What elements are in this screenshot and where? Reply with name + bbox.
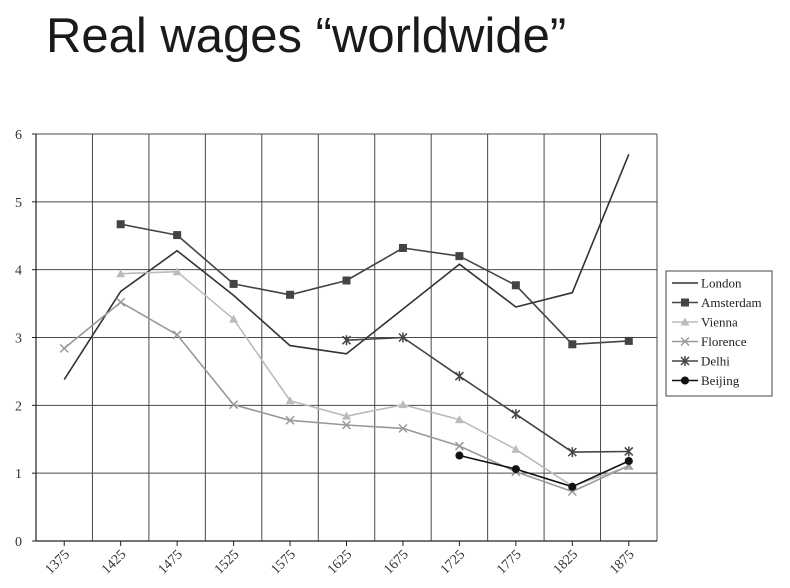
marker-stroke (398, 423, 408, 433)
delhi-point (454, 371, 464, 382)
series-group (59, 153, 634, 497)
marker-stroke (454, 441, 464, 451)
x-tick-label: 1625 (325, 547, 355, 577)
marker-stroke (229, 400, 239, 410)
vienna-point (454, 415, 464, 424)
florence-point (285, 415, 295, 425)
x-tick-label: 1525 (212, 547, 242, 577)
amsterdam-point (568, 340, 577, 349)
legend-swatch-marker (680, 336, 690, 347)
vienna-point (229, 314, 239, 323)
florence-point (172, 330, 182, 340)
legend-label: Beijing (701, 373, 740, 388)
y-tick-label: 5 (15, 196, 22, 211)
florence-point (116, 297, 126, 307)
series-amsterdam (116, 220, 633, 349)
beijing-point (568, 482, 577, 491)
series-florence (59, 297, 634, 497)
amsterdam-point (455, 252, 464, 261)
y-tick-label: 6 (15, 128, 22, 143)
delhi-point (398, 332, 408, 343)
amsterdam-point (116, 220, 125, 229)
x-tick-label: 1875 (607, 547, 637, 577)
amsterdam-point (398, 243, 407, 252)
legend-label: Vienna (701, 315, 738, 330)
beijing-point (624, 456, 633, 465)
legend-item-florence: Florence (672, 334, 747, 349)
vienna-point (285, 396, 295, 405)
legend-swatch-marker (681, 298, 689, 307)
legend-item-beijing: Beijing (672, 373, 740, 388)
x-tick-label: 1825 (551, 547, 581, 577)
legend: London Amsterdam Vienna Florence Delhi Beijin… (665, 270, 773, 397)
amsterdam-point (286, 290, 295, 299)
delhi-point (624, 446, 634, 457)
y-tick-label: 2 (15, 399, 22, 414)
amsterdam-point (229, 279, 238, 288)
y-tick-label: 0 (15, 535, 22, 550)
beijing-line (459, 454, 630, 488)
y-tick-label: 4 (15, 264, 22, 279)
florence-point (229, 400, 239, 410)
legend-item-london: London (672, 276, 742, 291)
delhi-point (341, 335, 352, 346)
x-tick-label: 1375 (43, 547, 73, 577)
x-tick-label: 1425 (99, 547, 129, 577)
beijing-point (511, 465, 520, 474)
legend-label: Florence (701, 334, 747, 349)
legend-label: London (701, 276, 742, 291)
legend-item-amsterdam: Amsterdam (672, 295, 762, 310)
marker-stroke (341, 420, 352, 430)
x-tick-label: 1775 (494, 547, 524, 577)
x-tick-label: 1675 (381, 547, 411, 577)
vienna-point (116, 269, 126, 278)
legend-box (665, 270, 773, 397)
florence-point (454, 441, 464, 451)
marker-stroke (116, 297, 126, 307)
florence-point (341, 420, 352, 430)
x-tick-label: 1475 (156, 547, 186, 577)
florence-point (59, 343, 69, 353)
series-beijing (455, 451, 633, 491)
x-tick-label: 1575 (268, 547, 298, 577)
marker-stroke (172, 330, 182, 340)
series-delhi (341, 332, 634, 458)
london-line (63, 153, 630, 381)
amsterdam-point (511, 281, 520, 290)
legend-swatch-marker (681, 376, 689, 385)
marker-stroke (680, 336, 690, 347)
legend-swatch-marker (680, 317, 690, 326)
vienna-point (172, 267, 182, 276)
amsterdam-point (342, 276, 351, 285)
vienna-point (511, 444, 521, 453)
florence-point (398, 423, 408, 433)
legend-label: Delhi (701, 354, 730, 369)
vienna-point (342, 411, 351, 420)
legend-swatch-marker (680, 356, 690, 366)
y-tick-label: 1 (15, 467, 22, 482)
amsterdam-point (173, 231, 182, 240)
legend-item-delhi: Delhi (672, 354, 730, 369)
series-london (63, 153, 630, 381)
y-tick-label: 3 (15, 332, 22, 347)
legend-label: Amsterdam (701, 295, 762, 310)
delhi-point (511, 409, 521, 420)
amsterdam-line (120, 223, 629, 346)
marker-stroke (285, 415, 295, 425)
legend-item-vienna: Vienna (672, 315, 738, 330)
vienna-point (398, 400, 408, 409)
slide-title: Real wages “worldwide” (46, 9, 567, 63)
x-tick-label: 1725 (438, 547, 468, 577)
beijing-point (455, 451, 464, 460)
delhi-line (346, 336, 629, 453)
delhi-point (567, 447, 577, 458)
amsterdam-point (624, 336, 633, 345)
marker-stroke (59, 343, 69, 353)
vienna-line (120, 270, 630, 487)
